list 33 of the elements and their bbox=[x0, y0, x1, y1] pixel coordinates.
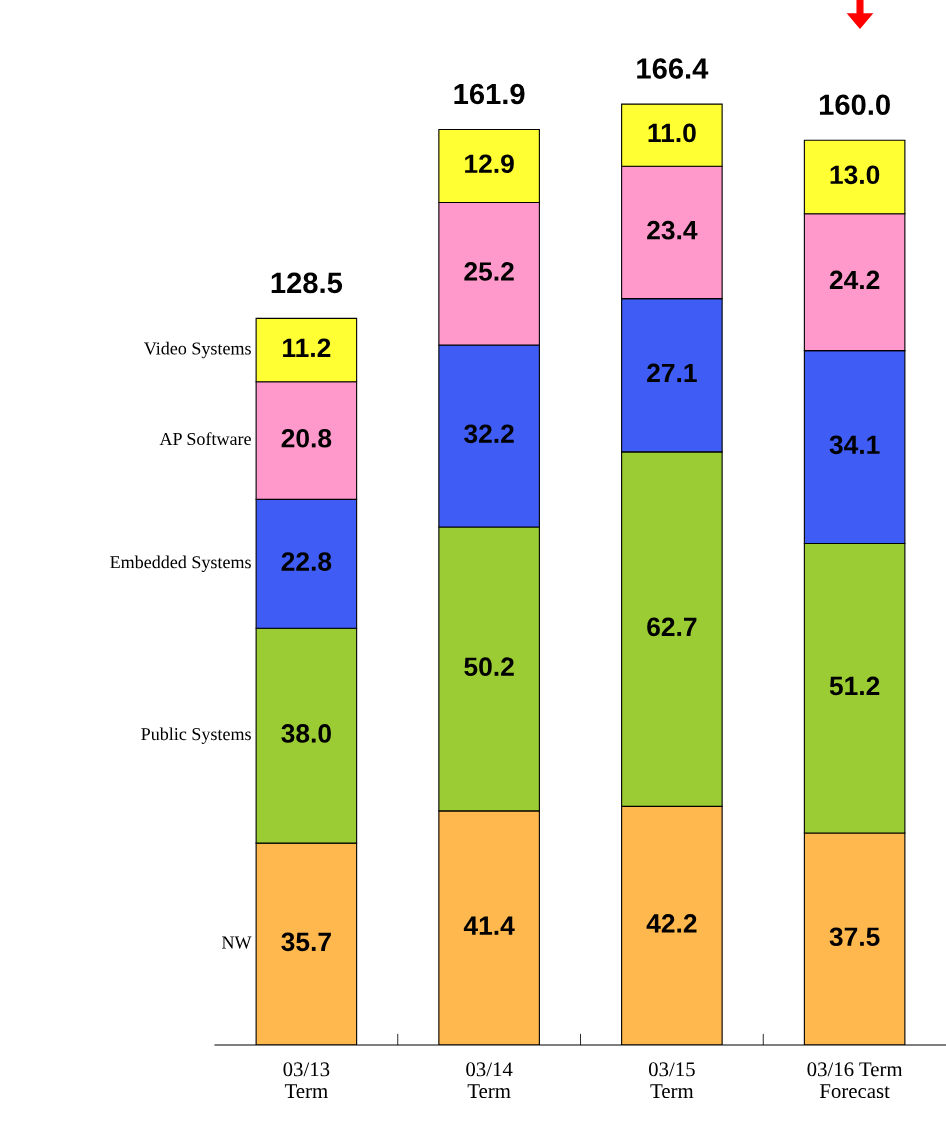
series-label: Public Systems bbox=[141, 727, 251, 744]
data-label: 37.5 bbox=[829, 927, 880, 947]
data-label: 42.2 bbox=[646, 914, 697, 933]
data-label: 11.2 bbox=[283, 338, 331, 357]
data-label: 23.4 bbox=[647, 220, 698, 240]
total-label: 166.4 bbox=[637, 58, 709, 79]
data-label: 32.2 bbox=[464, 424, 514, 444]
data-label: 24.2 bbox=[829, 270, 880, 290]
total-label: 128.5 bbox=[271, 272, 343, 294]
data-label: 51.2 bbox=[829, 676, 880, 696]
data-label: 35.7 bbox=[281, 932, 331, 952]
x-tick-label: 03/15 Term bbox=[648, 1062, 695, 1099]
data-label: 38.0 bbox=[281, 724, 331, 743]
data-label: 27.1 bbox=[647, 363, 697, 383]
data-label: 34.1 bbox=[829, 435, 880, 455]
series-label: AP Software bbox=[159, 432, 251, 446]
series-label: NW bbox=[221, 936, 252, 949]
series-label: Video Systems bbox=[144, 341, 251, 359]
data-label: 50.2 bbox=[464, 657, 514, 677]
data-label: 13.0 bbox=[830, 165, 880, 185]
data-label: 25.2 bbox=[464, 262, 514, 281]
data-label: 22.8 bbox=[281, 552, 332, 571]
total-label: 160.0 bbox=[819, 94, 890, 116]
total-label: 161.9 bbox=[454, 83, 525, 105]
data-label: 20.8 bbox=[281, 428, 332, 448]
x-tick-label: 03/14 Term bbox=[466, 1062, 513, 1099]
data-label: 62.7 bbox=[647, 617, 697, 637]
series-label: Embedded Systems bbox=[110, 555, 251, 573]
data-label: 12.9 bbox=[465, 154, 514, 174]
x-tick-label: 03/16 Term Forecast bbox=[807, 1062, 903, 1099]
x-tick-label: 03/13 Term bbox=[283, 1062, 330, 1099]
data-label: 41.4 bbox=[463, 916, 515, 935]
data-label: 11.0 bbox=[648, 123, 696, 143]
